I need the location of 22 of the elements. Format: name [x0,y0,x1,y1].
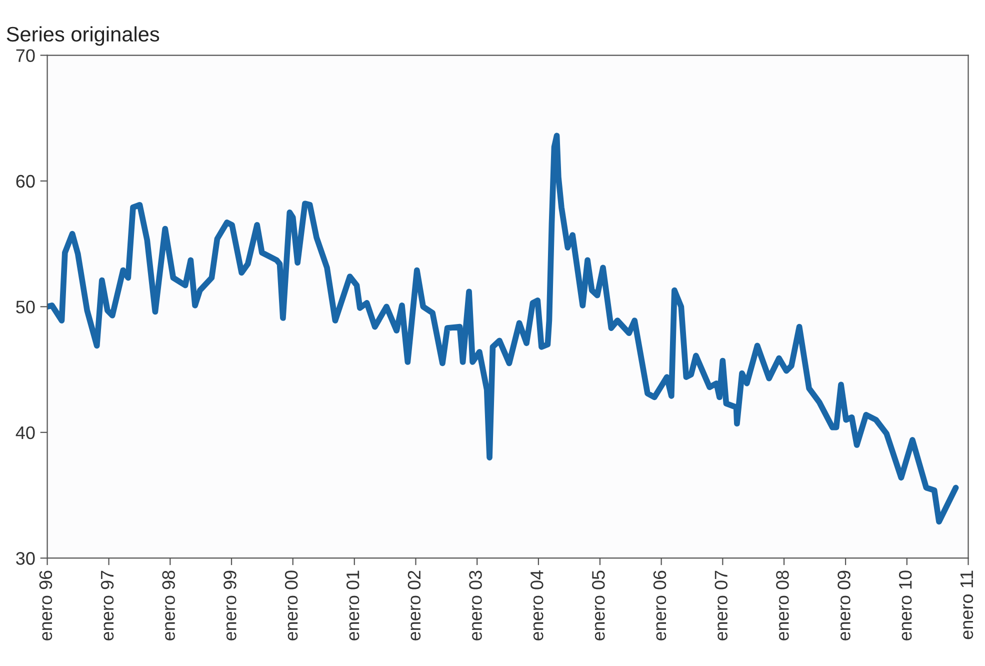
x-tick-label: enero 11 [960,570,974,640]
x-tick-label: enero 05 [592,570,605,640]
x-tick-label: enero 00 [284,570,298,640]
x-tick-label: enero 06 [653,570,666,640]
chart-title: Series originales [6,26,160,46]
x-tick-label: enero 99 [224,570,236,640]
y-tick-label: 60 [16,174,35,188]
x-tick-label: enero 07 [714,570,728,640]
x-tick-label: enero 01 [346,570,360,640]
y-tick-label: 50 [16,300,35,314]
x-tick-label: enero 10 [898,570,912,640]
x-tick-label: enero 02 [408,570,421,640]
x-tick-label: enero 04 [530,570,544,640]
y-tick-label: 70 [16,49,35,62]
x-tick-label: enero 98 [162,570,175,640]
x-tick-label: enero 03 [469,570,482,640]
y-tick-label: 40 [16,426,35,440]
x-tick-label: enero 08 [776,570,789,640]
y-tick-label: 30 [16,552,35,565]
x-tick-label: enero 96 [39,570,52,640]
x-tick-label: enero 97 [100,570,114,640]
x-tick-label: enero 09 [838,570,850,640]
